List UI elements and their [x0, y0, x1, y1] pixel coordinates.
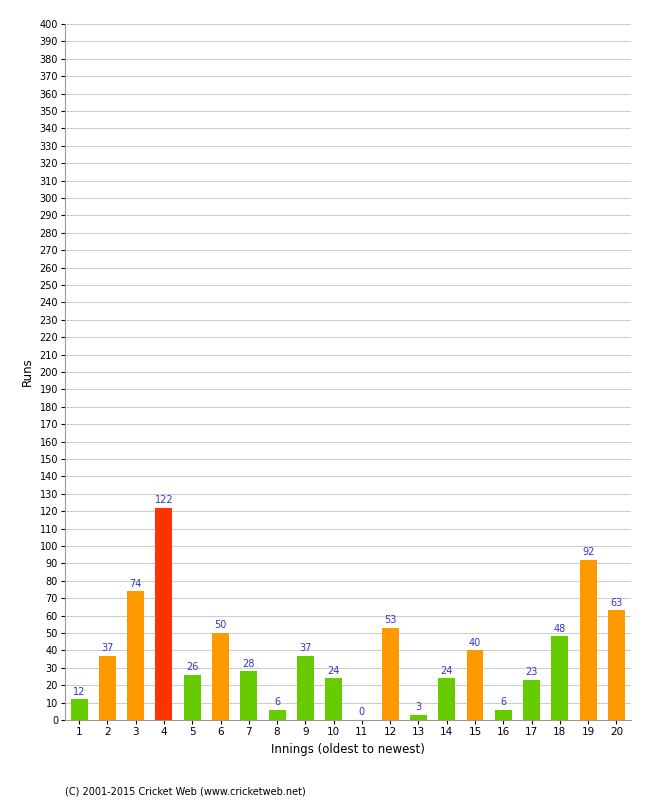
X-axis label: Innings (oldest to newest): Innings (oldest to newest) — [271, 742, 424, 755]
Text: 28: 28 — [242, 658, 255, 669]
Bar — [127, 591, 144, 720]
Bar — [268, 710, 285, 720]
Bar — [71, 699, 88, 720]
Bar — [99, 656, 116, 720]
Bar — [608, 610, 625, 720]
Text: 53: 53 — [384, 615, 396, 625]
Bar — [495, 710, 512, 720]
Y-axis label: Runs: Runs — [21, 358, 34, 386]
Text: 37: 37 — [299, 643, 311, 653]
Text: 12: 12 — [73, 686, 85, 697]
Text: 23: 23 — [525, 667, 538, 678]
Bar — [325, 678, 342, 720]
Text: 50: 50 — [214, 620, 227, 630]
Text: 26: 26 — [186, 662, 198, 672]
Text: (C) 2001-2015 Cricket Web (www.cricketweb.net): (C) 2001-2015 Cricket Web (www.cricketwe… — [65, 786, 306, 796]
Bar — [580, 560, 597, 720]
Bar — [155, 508, 172, 720]
Text: 3: 3 — [415, 702, 421, 712]
Bar — [297, 656, 314, 720]
Bar — [184, 674, 201, 720]
Bar — [438, 678, 455, 720]
Bar — [212, 633, 229, 720]
Text: 24: 24 — [441, 666, 453, 676]
Text: 37: 37 — [101, 643, 114, 653]
Bar — [382, 628, 398, 720]
Bar — [467, 650, 484, 720]
Text: 92: 92 — [582, 547, 594, 558]
Text: 48: 48 — [554, 624, 566, 634]
Text: 40: 40 — [469, 638, 481, 648]
Text: 63: 63 — [610, 598, 623, 608]
Text: 6: 6 — [274, 697, 280, 707]
Bar — [523, 680, 540, 720]
Text: 6: 6 — [500, 697, 506, 707]
Text: 122: 122 — [155, 495, 174, 505]
Text: 24: 24 — [328, 666, 340, 676]
Bar — [410, 714, 427, 720]
Bar — [240, 671, 257, 720]
Bar — [551, 637, 568, 720]
Text: 0: 0 — [359, 707, 365, 718]
Text: 74: 74 — [129, 578, 142, 589]
